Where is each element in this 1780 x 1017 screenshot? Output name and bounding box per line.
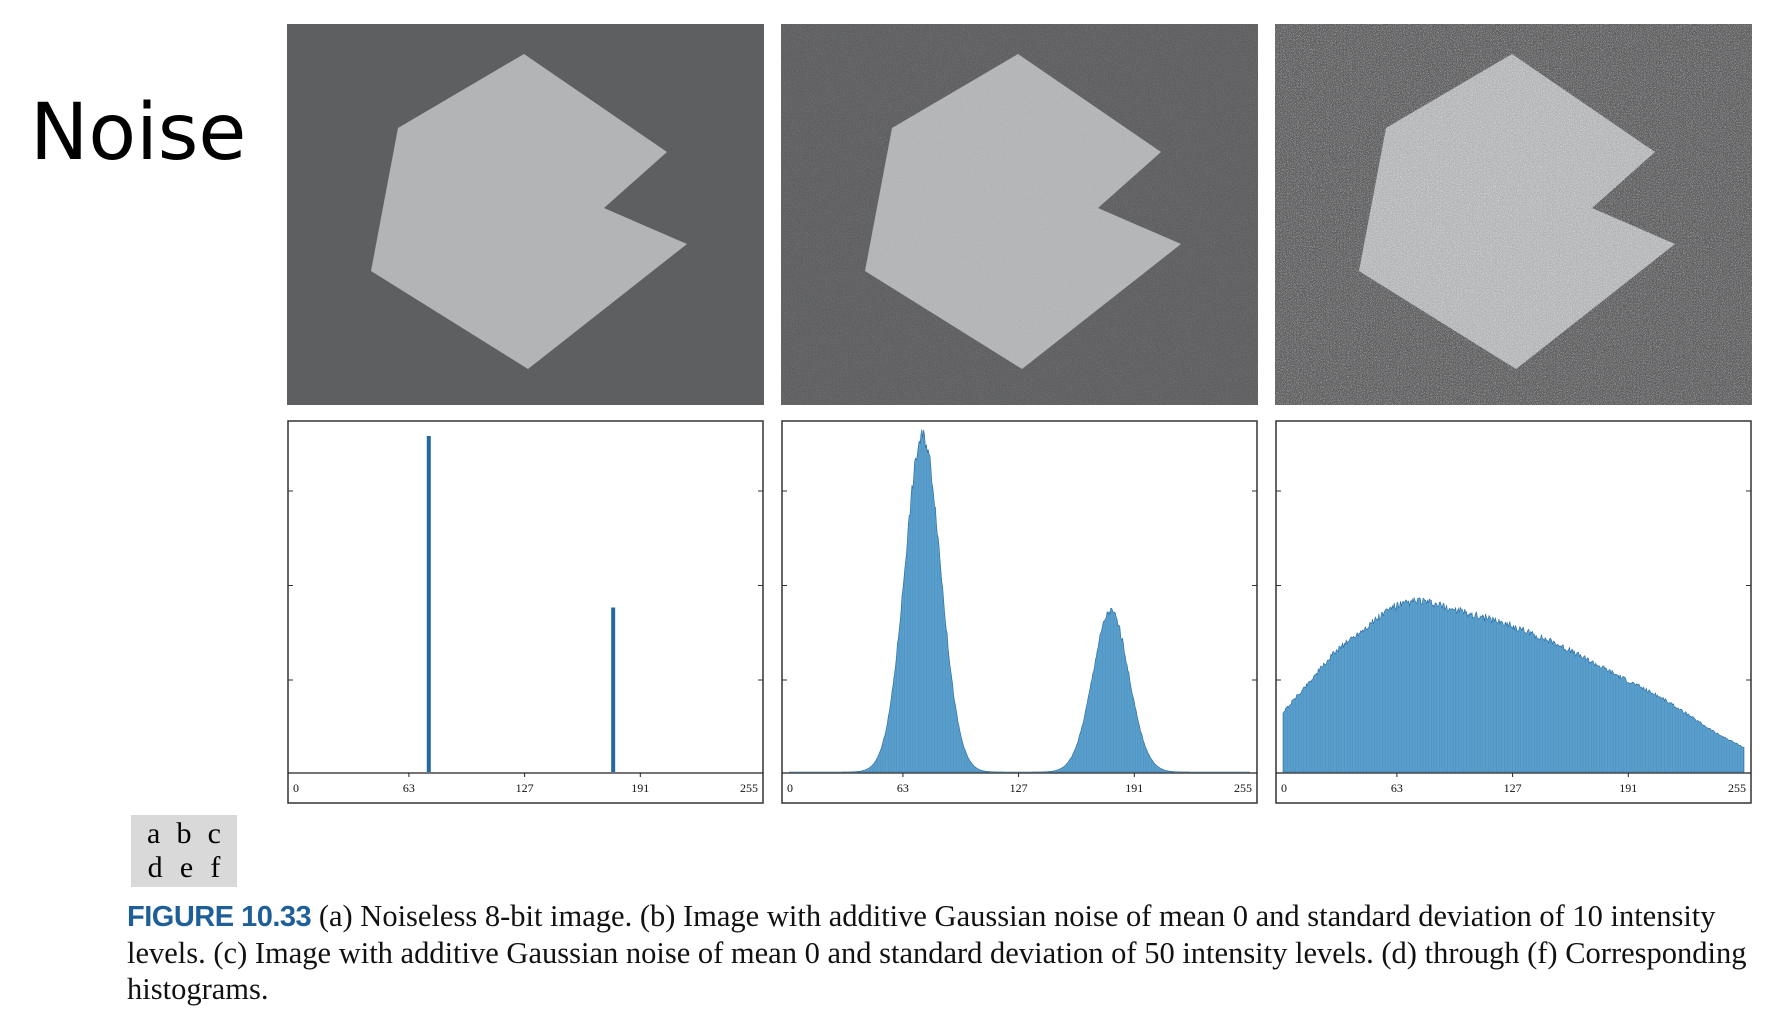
figure-label: FIGURE 10.33 [127, 901, 312, 933]
x-tick-label: 0 [787, 781, 793, 795]
subfigure-labels: a b c d e f [131, 815, 237, 887]
x-tick-label: 63 [403, 781, 415, 795]
x-tick-label: 0 [1281, 781, 1287, 795]
x-tick-label: 127 [1010, 781, 1028, 795]
x-tick-label: 191 [1619, 781, 1637, 795]
subfig-label-d: d [147, 851, 163, 884]
x-tick-label: 0 [293, 781, 299, 795]
image-b-noise-sigma-10 [781, 24, 1258, 405]
x-tick-label: 255 [1728, 781, 1746, 795]
histogram-area [1282, 596, 1745, 773]
histogram-frame [781, 420, 1258, 804]
subfig-label-c: c [207, 817, 221, 850]
histogram-frame [287, 420, 764, 804]
x-tick-label: 255 [740, 781, 758, 795]
x-tick-label: 63 [897, 781, 909, 795]
subfig-label-f: f [210, 851, 221, 884]
image-object-polygon [1359, 54, 1675, 369]
slide-title: Noise [30, 88, 247, 178]
x-tick-label: 127 [516, 781, 534, 795]
x-tick-label: 255 [1234, 781, 1252, 795]
subfig-label-e: e [179, 851, 194, 884]
x-tick-label: 191 [631, 781, 649, 795]
histogram-area [789, 429, 1250, 773]
figure-caption: FIGURE 10.33 (a) Noiseless 8-bit image. … [127, 898, 1767, 1007]
subfig-label-b: b [176, 817, 192, 850]
histogram-e: 0 63 127 191 255 [781, 420, 1258, 804]
caption-text: (a) Noiseless 8-bit image. (b) Image wit… [127, 899, 1747, 1006]
x-tick-label: 191 [1125, 781, 1143, 795]
image-object-polygon [865, 54, 1181, 369]
image-a-noiseless [287, 24, 764, 405]
x-tick-label: 63 [1391, 781, 1403, 795]
image-object-polygon [371, 54, 687, 369]
histogram-d: 0 63 127 191 255 [287, 420, 764, 804]
x-tick-label: 127 [1504, 781, 1522, 795]
image-c-noise-sigma-50 [1275, 24, 1752, 405]
subfig-label-a: a [147, 817, 161, 850]
histogram-spike [611, 607, 616, 772]
histogram-spike [426, 436, 431, 772]
histogram-f: 0 63 127 191 255 [1275, 420, 1752, 804]
